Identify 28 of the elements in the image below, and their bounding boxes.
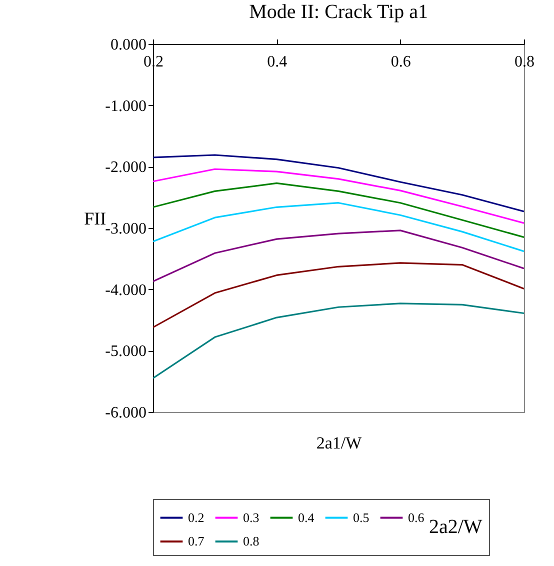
x-tick-label: 0.6 [390, 54, 411, 70]
y-tick-label: -2.000 [105, 159, 146, 176]
y-axis-title: FII [84, 208, 106, 228]
y-tick-label: -6.000 [105, 404, 146, 422]
line-series [153, 302, 524, 380]
line-series [153, 154, 524, 212]
legend-label: 0.4 [298, 510, 315, 525]
line-series [153, 230, 524, 282]
x-tick-label: 0.4 [267, 54, 288, 70]
y-tick-label: -4.000 [105, 282, 146, 299]
y-tick-label: -1.000 [105, 98, 146, 115]
y-tick-label: -3.000 [105, 220, 146, 238]
legend-title: 2a2/W [429, 516, 482, 538]
line-series [153, 262, 524, 328]
legend-label: 0.8 [243, 534, 260, 548]
x-tick-label: 0.8 [514, 54, 534, 70]
y-tick-label: -5.000 [105, 343, 146, 360]
legend-label: 0.7 [188, 534, 205, 548]
y-tick-label: 0.000 [110, 36, 146, 54]
legend-label: 0.5 [353, 510, 370, 525]
legend-label: 0.2 [188, 510, 204, 525]
legend-label: 0.6 [408, 510, 425, 525]
chart-title: Mode II: Crack Tip a1 [249, 1, 428, 23]
legend-label: 0.3 [243, 510, 260, 525]
line-series [153, 182, 524, 238]
line-series [153, 168, 524, 224]
line-series [153, 202, 524, 252]
x-axis-title: 2a1/W [316, 434, 363, 452]
